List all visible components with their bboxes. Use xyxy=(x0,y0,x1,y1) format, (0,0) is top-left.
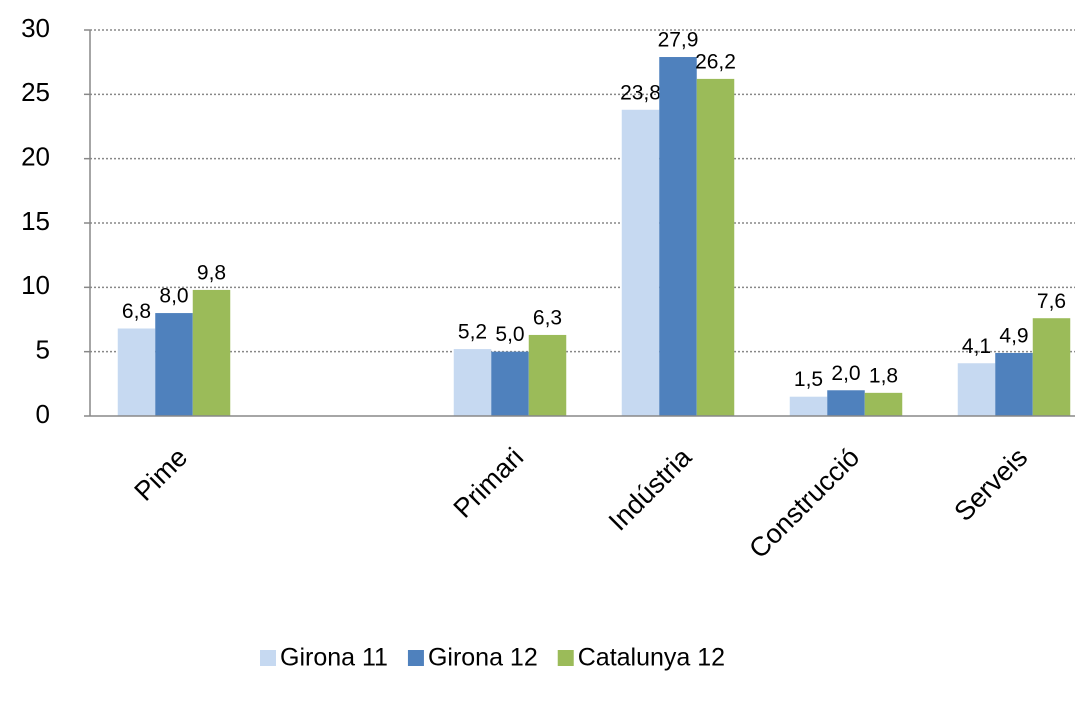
bar xyxy=(117,328,156,416)
value-label: 5,2 xyxy=(458,321,487,344)
bar xyxy=(864,392,903,416)
x-tick-label: Serveis xyxy=(948,442,1033,527)
x-tick-label: Indústria xyxy=(603,441,698,536)
value-label: 27,9 xyxy=(658,29,699,52)
value-label: 6,8 xyxy=(122,300,151,323)
legend-label: Catalunya 12 xyxy=(578,644,725,672)
y-tick-label: 5 xyxy=(36,335,50,365)
bar xyxy=(827,390,865,416)
value-label: 23,8 xyxy=(620,81,661,104)
legend-swatch xyxy=(260,650,276,666)
bar xyxy=(621,109,660,417)
bar xyxy=(1032,318,1071,416)
x-tick-label: Pime xyxy=(129,442,194,507)
bar xyxy=(155,313,193,416)
bar xyxy=(696,78,735,416)
bar xyxy=(789,396,828,416)
value-label: 1,5 xyxy=(794,368,823,391)
bar xyxy=(659,57,697,417)
bar xyxy=(192,289,231,416)
value-label: 1,8 xyxy=(869,364,898,387)
value-label: 6,3 xyxy=(533,306,562,329)
bar xyxy=(453,349,492,416)
value-label: 4,9 xyxy=(999,325,1028,348)
legend-label: Girona 11 xyxy=(280,644,388,672)
bar xyxy=(528,334,567,416)
value-label: 8,0 xyxy=(159,285,188,308)
value-label: 7,6 xyxy=(1037,290,1066,313)
value-label: 9,8 xyxy=(197,261,226,284)
legend-swatch xyxy=(557,650,574,666)
x-tick-label: Primari xyxy=(448,442,530,524)
y-tick-label: 15 xyxy=(21,206,50,236)
y-tick-label: 25 xyxy=(21,77,50,107)
bar xyxy=(995,352,1033,416)
legend-swatch xyxy=(407,650,424,666)
legend-label: Girona 12 xyxy=(428,644,538,672)
y-tick-label: 30 xyxy=(21,13,50,43)
y-tick-label: 0 xyxy=(36,399,50,429)
bar xyxy=(491,351,529,416)
value-label: 26,2 xyxy=(695,50,736,73)
y-tick-label: 20 xyxy=(21,142,50,172)
value-label: 2,0 xyxy=(831,362,860,385)
value-label: 4,1 xyxy=(962,335,991,358)
value-label: 5,0 xyxy=(495,323,524,346)
x-tick-label: Construcció xyxy=(743,442,865,564)
y-tick-label: 10 xyxy=(21,270,50,300)
bar xyxy=(957,363,996,416)
